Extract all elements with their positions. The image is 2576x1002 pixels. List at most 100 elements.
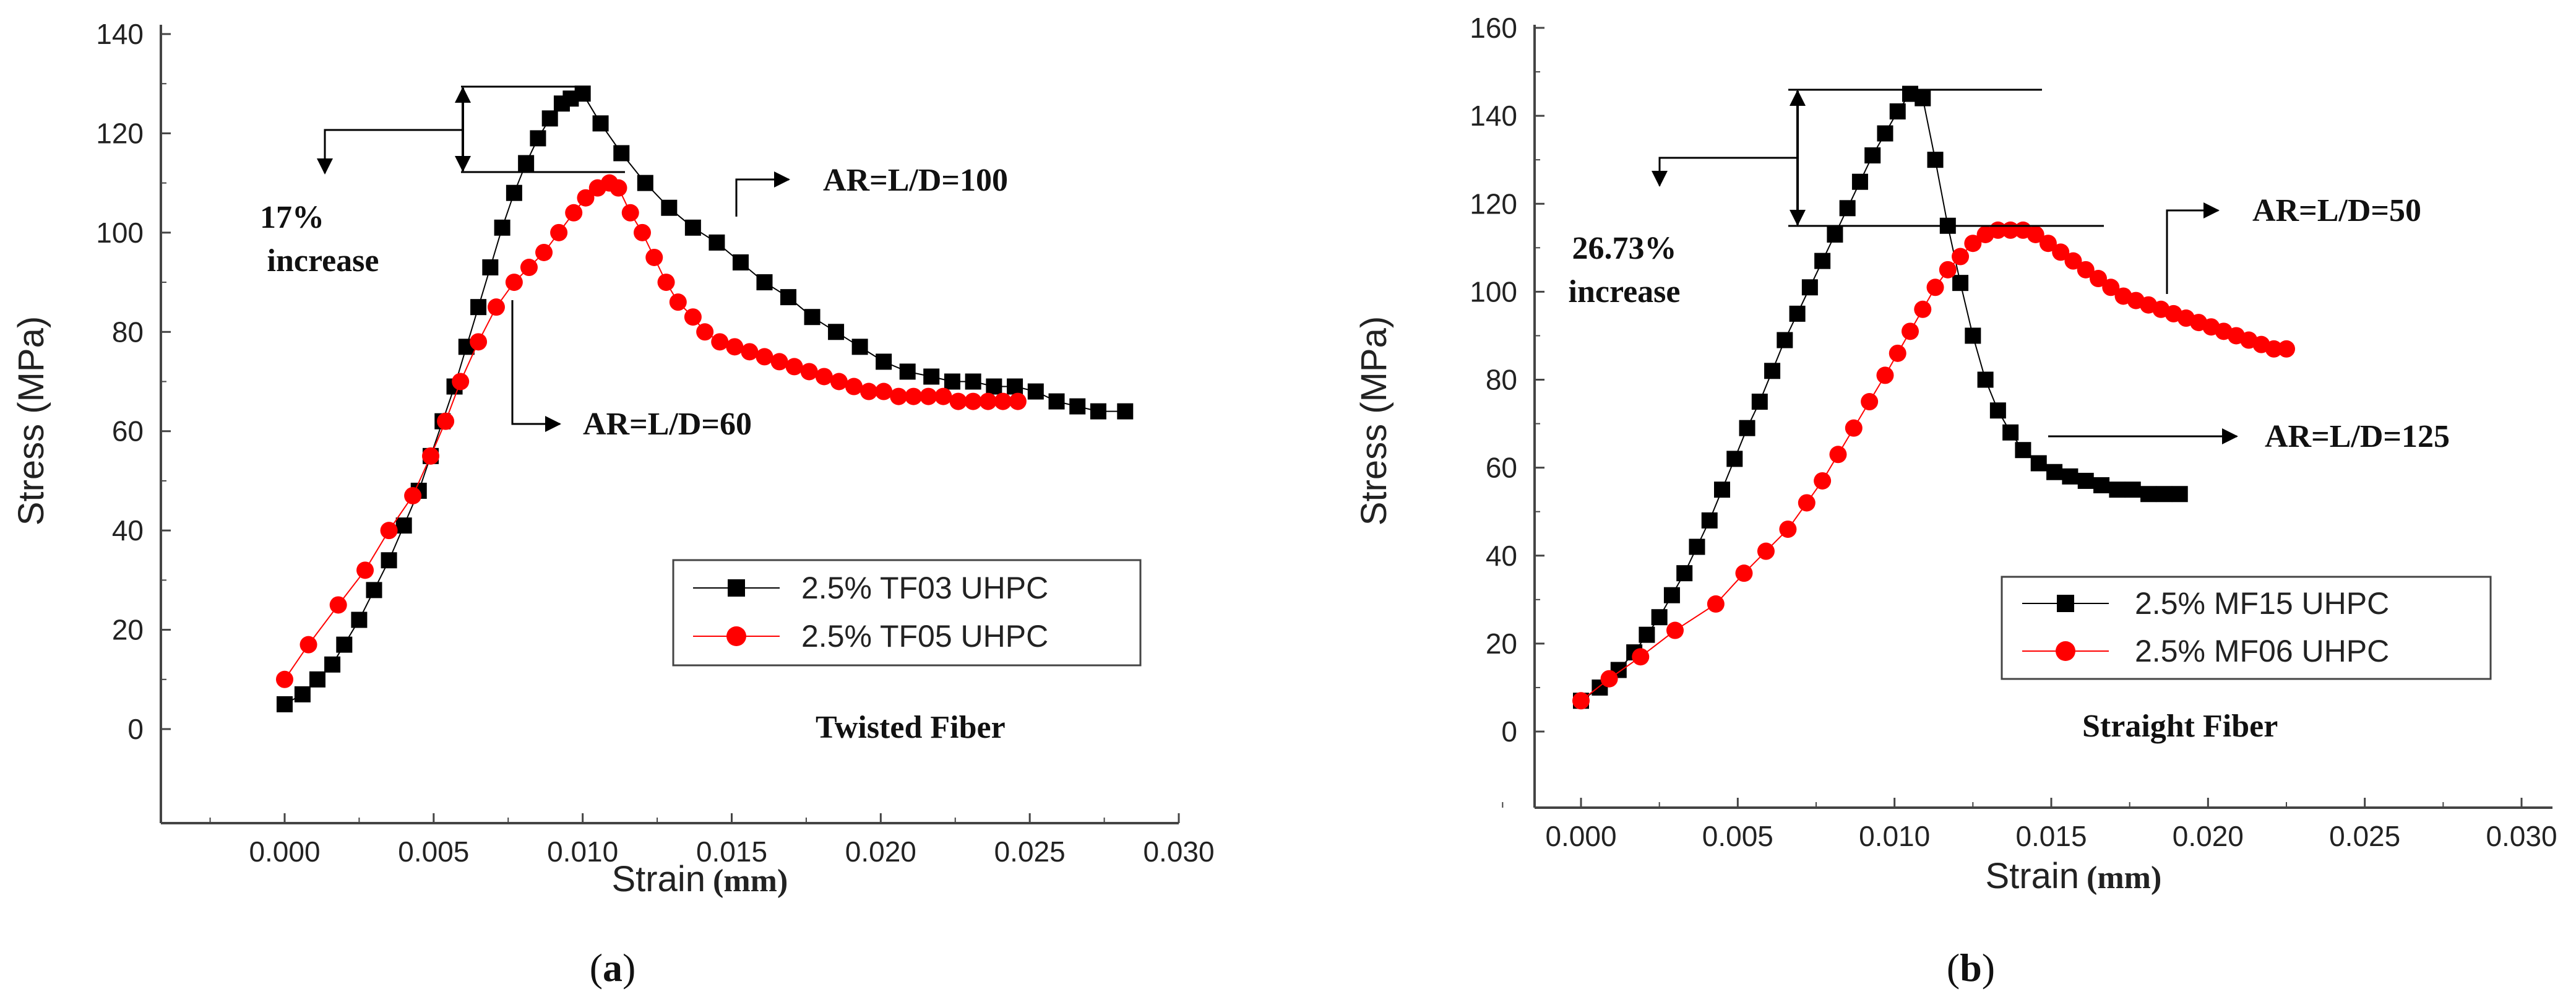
data-point-2-5-tf05-uhpc (905, 387, 923, 405)
data-point-2-5-tf05-uhpc (785, 358, 803, 376)
data-point-2-5-tf03-uhpc (336, 636, 353, 653)
data-point-2-5-mf06-uhpc (2278, 340, 2295, 358)
data-point-2-5-mf06-uhpc (1861, 393, 1879, 411)
panel-b-x-tick-label: 0.010 (1859, 820, 1930, 852)
data-point-2-5-tf03-uhpc (530, 130, 546, 147)
data-point-2-5-mf06-uhpc (1845, 419, 1863, 437)
panel-b-y-axis-title: Stress (MPa) (1354, 316, 1394, 525)
panel-a-y-tick-label: 140 (96, 18, 144, 50)
data-point-2-5-mf15-uhpc (1739, 420, 1755, 436)
data-point-2-5-mf15-uhpc (1764, 363, 1781, 379)
data-point-2-5-tf05-uhpc (657, 274, 675, 292)
data-point-2-5-mf15-uhpc (1801, 279, 1818, 296)
data-point-2-5-tf03-uhpc (828, 324, 845, 340)
panel-b-y-ticks: 0 20 40 60 80 100 120 140 160 (1470, 12, 1544, 748)
data-point-2-5-mf15-uhpc (2002, 424, 2019, 441)
data-point-2-5-tf03-uhpc (684, 219, 701, 236)
panel-a-legend-label-2: 2.5% TF05 UHPC (801, 619, 1048, 654)
data-point-2-5-tf05-uhpc (380, 522, 398, 540)
data-point-2-5-tf03-uhpc (780, 289, 797, 306)
panel-b-y-tick-label: 40 (1486, 540, 1517, 572)
data-point-2-5-mf06-uhpc (1632, 648, 1650, 666)
data-point-2-5-tf03-uhpc (482, 259, 499, 276)
panel-b-ar-low-label: AR=L/D=125 (2265, 419, 2450, 454)
data-point-2-5-mf06-uhpc (1666, 621, 1684, 639)
panel-b-x-tick-label: 0.005 (1702, 820, 1773, 852)
panel-b-caption-letter: b (1960, 946, 1982, 990)
data-point-2-5-mf15-uhpc (1915, 90, 1931, 106)
data-point-2-5-tf05-uhpc (276, 670, 293, 688)
panel-b-legend-label-2: 2.5% MF06 UHPC (2135, 634, 2389, 668)
data-point-2-5-tf03-uhpc (294, 686, 311, 702)
panel-b-y-tick-label: 0 (1501, 715, 1517, 748)
data-point-2-5-tf03-uhpc (381, 552, 397, 569)
data-point-2-5-tf05-uhpc (696, 323, 714, 341)
data-point-2-5-mf15-uhpc (1814, 253, 1831, 269)
data-point-2-5-mf06-uhpc (2265, 340, 2283, 358)
panel-b-x-tick-label: 0.030 (2486, 820, 2557, 852)
panel-a-series (276, 85, 1134, 712)
panel-b-legend-label-1: 2.5% MF15 UHPC (2135, 586, 2389, 621)
panel-b-axes (1533, 25, 2552, 809)
data-point-2-5-mf15-uhpc (1989, 402, 2006, 419)
data-point-2-5-tf05-uhpc (356, 561, 374, 579)
panel-b-x-tick-label: 0.025 (2329, 820, 2400, 852)
panel-b-y-tick-label: 20 (1486, 628, 1517, 660)
panel-b-legend-marker-2 (2056, 641, 2075, 661)
data-point-2-5-tf03-uhpc (944, 373, 960, 390)
data-point-2-5-tf05-uhpc (1009, 392, 1027, 410)
data-point-2-5-tf03-uhpc (965, 373, 981, 390)
panel-b-ar-high-label: AR=L/D=50 (2252, 193, 2421, 228)
data-point-2-5-mf15-uhpc (2077, 472, 2094, 489)
panel-a-legend: 2.5% TF03 UHPC 2.5% TF05 UHPC (672, 559, 1142, 667)
data-point-2-5-tf03-uhpc (366, 582, 382, 598)
data-point-2-5-tf03-uhpc (637, 175, 653, 191)
data-point-2-5-mf15-uhpc (1965, 327, 1981, 344)
data-point-2-5-mf06-uhpc (2090, 270, 2107, 288)
panel-b-inner-label: Straight Fiber (2082, 709, 2278, 744)
data-point-2-5-mf15-uhpc (2109, 482, 2126, 498)
panel-a-x-axis-title: Strain (611, 859, 705, 899)
data-point-2-5-tf05-uhpc (610, 179, 627, 197)
data-point-2-5-tf03-uhpc (1069, 398, 1086, 415)
panel-b-y-tick-label: 140 (1470, 100, 1517, 132)
data-point-2-5-tf03-uhpc (732, 254, 749, 270)
data-point-2-5-mf06-uhpc (1914, 300, 1932, 318)
data-point-2-5-tf05-uhpc (934, 387, 952, 405)
panel-b-y-tick-label: 80 (1486, 364, 1517, 396)
data-point-2-5-mf15-uhpc (1701, 512, 1718, 529)
data-point-2-5-tf03-uhpc (661, 199, 678, 216)
data-point-2-5-tf05-uhpc (949, 392, 967, 410)
panel-b-increase-pct: 26.73% (1572, 231, 1677, 266)
panel-b-legend: 2.5% MF15 UHPC 2.5% MF06 UHPC (2001, 576, 2492, 680)
data-point-2-5-tf05-uhpc (452, 373, 470, 391)
data-point-2-5-tf05-uhpc (565, 204, 583, 222)
data-point-2-5-tf05-uhpc (470, 333, 488, 351)
panel-a-y-tick-label: 40 (112, 514, 144, 546)
data-point-2-5-mf06-uhpc (2102, 279, 2120, 296)
data-point-2-5-mf06-uhpc (2052, 243, 2070, 261)
data-point-2-5-tf05-uhpc (860, 382, 878, 400)
data-point-2-5-tf03-uhpc (506, 184, 522, 201)
data-point-2-5-mf06-uhpc (1572, 692, 1590, 710)
data-point-2-5-mf15-uhpc (2015, 442, 2031, 459)
data-point-2-5-tf03-uhpc (494, 219, 510, 236)
data-point-2-5-mf15-uhpc (2156, 486, 2173, 503)
data-point-2-5-tf05-uhpc (621, 204, 639, 222)
data-point-2-5-tf05-uhpc (684, 308, 702, 326)
panel-a-y-ticks: 0 20 40 60 80 100 120 140 (96, 18, 171, 745)
panel-a-y-tick-label: 60 (112, 415, 144, 447)
data-point-2-5-mf06-uhpc (1707, 595, 1725, 613)
panel-a-increase-leader (317, 129, 463, 175)
panel-b-x-tick-label: 0.015 (2015, 820, 2087, 852)
panel-a-legend-box (672, 559, 1142, 667)
data-point-2-5-mf15-uhpc (1751, 394, 1768, 410)
data-point-2-5-mf15-uhpc (1726, 451, 1743, 467)
data-point-2-5-tf05-uhpc (726, 338, 744, 356)
data-point-2-5-tf05-uhpc (634, 223, 651, 241)
panel-a-increase-word: increase (267, 243, 379, 279)
data-point-2-5-tf05-uhpc (505, 274, 523, 292)
data-point-2-5-mf06-uhpc (2039, 235, 2057, 253)
